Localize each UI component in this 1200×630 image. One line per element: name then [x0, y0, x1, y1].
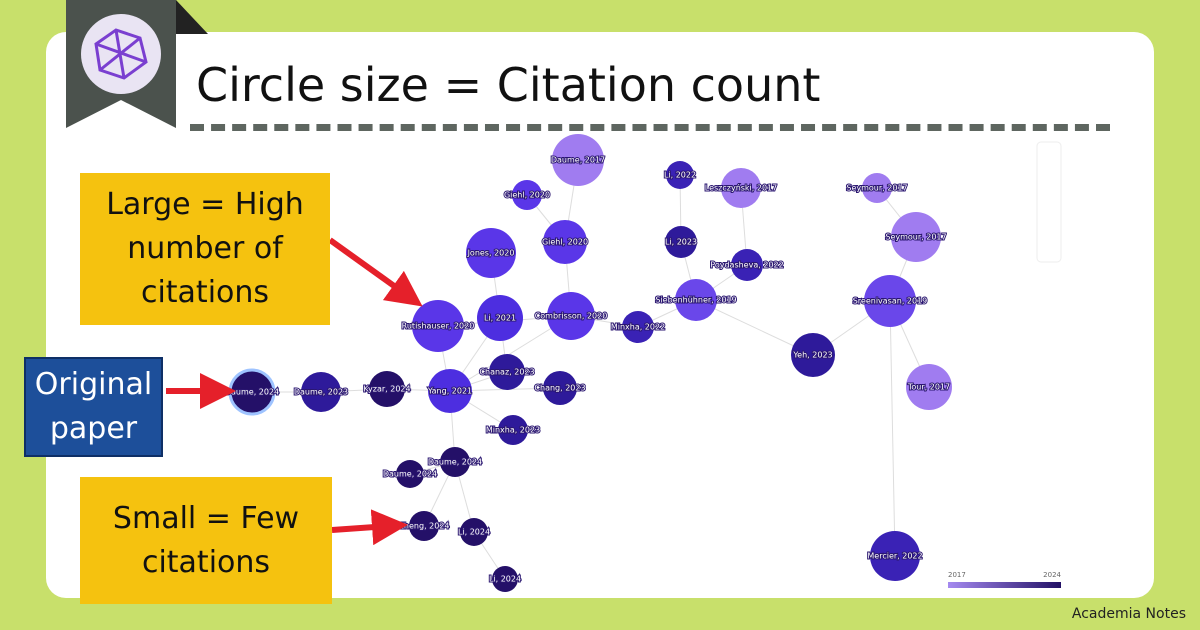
- toolbar[interactable]: [1036, 141, 1062, 263]
- arrow: [331, 509, 408, 546]
- node[interactable]: [666, 161, 694, 189]
- legend-max: 2024: [1043, 571, 1061, 579]
- node-label: Combrisson, 2020: [535, 312, 608, 321]
- node[interactable]: [498, 415, 528, 445]
- callout-original: Original paper: [24, 357, 163, 457]
- arrow: [328, 237, 423, 307]
- node[interactable]: [396, 460, 424, 488]
- node-label: Daume, 2024: [225, 388, 279, 397]
- node-label: Daume, 2017: [551, 156, 605, 165]
- node-label: Rutishauser, 2020: [402, 322, 475, 331]
- edge: [889, 300, 896, 557]
- node[interactable]: [891, 212, 941, 262]
- node-label: Siebenhühner, 2019: [655, 296, 736, 305]
- node-label: Li, 2024: [458, 528, 490, 537]
- title: Circle size = Citation count: [196, 58, 821, 112]
- node[interactable]: [547, 292, 595, 340]
- node-label: Li, 2024: [489, 575, 521, 584]
- node[interactable]: [862, 173, 892, 203]
- node-label: Jones, 2020: [467, 249, 515, 258]
- node[interactable]: [412, 300, 464, 352]
- node[interactable]: [864, 275, 916, 327]
- node-label: Sreenivasan, 2019: [853, 297, 928, 306]
- node[interactable]: [543, 220, 587, 264]
- node[interactable]: [477, 295, 523, 341]
- divider: [190, 124, 1110, 131]
- node-label: Yang, 2021: [427, 387, 472, 396]
- node[interactable]: [731, 249, 763, 281]
- legend-bar: [948, 582, 1061, 588]
- node-label: Chang, 2023: [534, 384, 585, 393]
- node[interactable]: [409, 511, 439, 541]
- brand: Academia Notes: [1071, 606, 1186, 622]
- node[interactable]: [301, 372, 341, 412]
- node[interactable]: [460, 518, 488, 546]
- callout-small: Small = Few citations: [80, 477, 332, 604]
- legend-min: 2017: [948, 571, 966, 579]
- node[interactable]: [791, 333, 835, 377]
- node-label: Kyzar, 2024: [363, 385, 410, 394]
- node[interactable]: [492, 566, 518, 592]
- node[interactable]: [665, 226, 697, 258]
- node-label: Mercier, 2022: [867, 552, 922, 561]
- node[interactable]: [675, 279, 717, 321]
- node-label: Minxha, 2022: [611, 323, 665, 332]
- node[interactable]: [543, 371, 577, 405]
- node-label: Tour, 2017: [907, 383, 950, 392]
- node[interactable]: [622, 311, 654, 343]
- node-label: Leszczyński, 2017: [705, 184, 777, 193]
- node[interactable]: [369, 371, 405, 407]
- node-label: Chanaz, 2023: [479, 368, 534, 377]
- node[interactable]: [489, 354, 525, 390]
- node[interactable]: [466, 228, 516, 278]
- node[interactable]: [440, 447, 470, 477]
- node-label: Li, 2021: [484, 314, 516, 323]
- node-label: Giehl, 2020: [504, 191, 550, 200]
- node[interactable]: [906, 364, 952, 410]
- node-label: Li, 2023: [665, 238, 697, 247]
- node[interactable]: [870, 531, 920, 581]
- node-label: Daume, 2024: [428, 458, 482, 467]
- node-label: Seymour, 2017: [846, 184, 907, 193]
- node-label: Poydasheva, 2022: [710, 261, 783, 270]
- node[interactable]: [552, 134, 604, 186]
- node-label: Daume, 2023: [294, 388, 348, 397]
- node[interactable]: [512, 180, 542, 210]
- callout-large: Large = High number of citations: [80, 173, 330, 325]
- node-label: Minxha, 2023: [486, 426, 540, 435]
- node-label: Yeh, 2023: [792, 351, 832, 360]
- node-label: Li, 2022: [664, 171, 696, 180]
- logo-mark: [94, 28, 148, 80]
- bookmark-fold: [176, 0, 208, 34]
- node-label: Zheng, 2024: [398, 522, 449, 531]
- node[interactable]: [721, 168, 761, 208]
- node-label: Daume, 2024: [383, 470, 437, 479]
- node-label: Seymour, 2017: [885, 233, 946, 242]
- node-label: Giehl, 2020: [542, 238, 588, 247]
- node[interactable]: [428, 369, 472, 413]
